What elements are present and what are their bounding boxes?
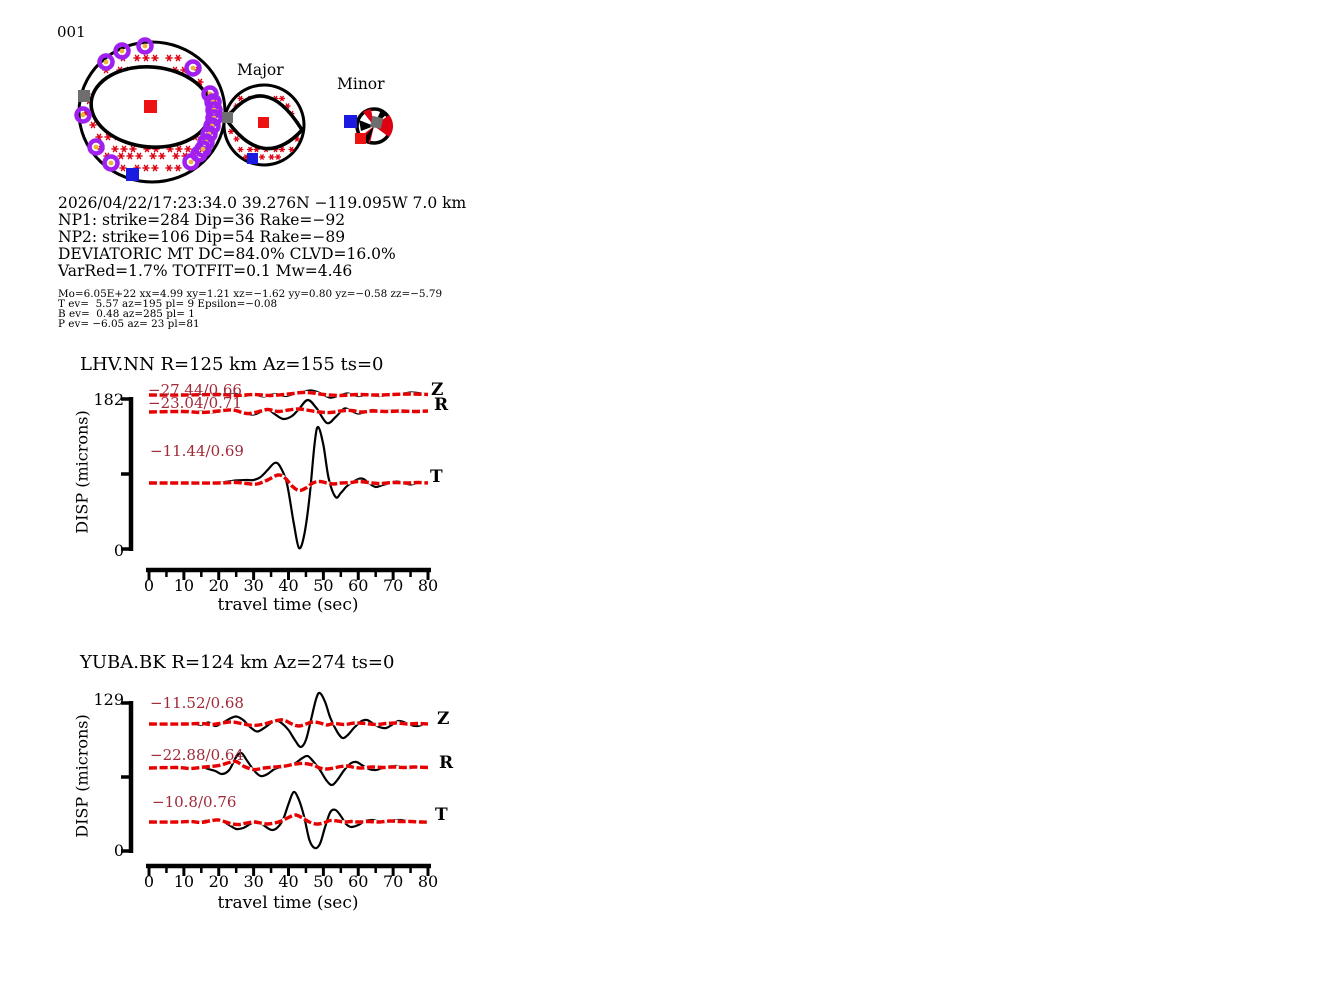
x-tick-label: 30: [243, 872, 264, 891]
event-origin-line: 2026/04/22/17:23:34.0 39.276N −119.095W …: [58, 194, 467, 212]
b-axis-marker-minor: [370, 115, 384, 129]
x-tick-label: 30: [243, 576, 264, 595]
x-tick-label: 40: [278, 576, 299, 595]
t-axis-marker: [126, 168, 139, 181]
t-axis-marker-major: [247, 153, 258, 164]
beachball-combined: [74, 37, 227, 184]
fit-annotation-1z: −27.44/0.66: [148, 381, 242, 399]
x-tick-label: 10: [173, 576, 195, 595]
component-label-2r: R: [439, 753, 454, 773]
t-axis-marker-minor: [344, 115, 357, 128]
fit-annotation-2t: −10.8/0.76: [152, 793, 237, 811]
x-tick-label: 40: [278, 872, 299, 891]
x-axis-label-2: travel time (sec): [217, 893, 359, 913]
x-tick-label: 50: [313, 576, 334, 595]
beachball-major: [222, 83, 306, 167]
figure-id: 001: [57, 23, 86, 41]
x-tick-label: 0: [143, 576, 155, 595]
x-tick-label: 10: [173, 872, 195, 891]
nodal-plane-1: NP1: strike=284 Dip=36 Rake=−92: [58, 211, 346, 229]
beachball-minor: [344, 107, 394, 145]
y-axis-label-1: DISP (microns): [72, 410, 92, 534]
p-axis-marker-major: [258, 117, 269, 128]
x-tick-label: 80: [417, 872, 439, 891]
fit-annotation-2r: −22.88/0.64: [150, 746, 244, 764]
p-axis-marker-minor: [355, 133, 366, 144]
observed-trace-Z: [148, 691, 429, 749]
y-axis-label-2: DISP (microns): [72, 714, 92, 838]
station-title-2: YUBA.BK R=124 km Az=274 ts=0: [80, 652, 395, 673]
component-label-1z: Z: [431, 380, 444, 400]
station-markers: [74, 37, 223, 172]
p-eigenvector: P ev= −6.05 az= 23 pl=81: [58, 318, 200, 330]
station-title-1: LHV.NN R=125 km Az=155 ts=0: [80, 354, 384, 375]
ytick-zero-2: 0: [113, 841, 124, 860]
x-tick-label: 80: [417, 576, 439, 595]
synthetic-trace-Z: [148, 718, 429, 728]
p-axis-marker: [144, 100, 157, 113]
synthetic-trace-R: [148, 407, 429, 416]
t-eigenvector: T ev= 5.57 az=195 pl= 9 Epsilon=−0.08: [58, 298, 278, 310]
b-axis-marker: [78, 90, 90, 102]
synthetic-trace-R: [148, 759, 429, 772]
x-tick-label: 20: [208, 576, 229, 595]
x-tick-label: 60: [348, 872, 369, 891]
moment-tensor-elements: Mo=6.05E+22 xx=4.99 xy=1.21 xz=−1.62 yy=…: [58, 288, 443, 300]
waveform-plots: [121, 389, 431, 876]
component-label-1t: T: [430, 467, 443, 487]
nodal-plane-2: NP2: strike=106 Dip=54 Rake=−89: [58, 228, 346, 246]
component-label-2t: T: [435, 805, 448, 825]
ytick-max-1: 182: [93, 390, 124, 409]
b-axis-marker-major: [222, 112, 233, 123]
x-tick-label: 70: [382, 872, 404, 891]
x-tick-label: 0: [143, 872, 155, 891]
component-label-1r: R: [434, 395, 449, 415]
ytick-zero-1: 0: [113, 541, 124, 560]
x-tick-label: 60: [348, 576, 369, 595]
minor-beachball-label: Minor: [337, 75, 385, 93]
fit-annotation-2z: −11.52/0.68: [150, 694, 244, 712]
deviatoric-mt-line: DEVIATORIC MT DC=84.0% CLVD=16.0%: [58, 245, 396, 263]
major-beachball-label: Major: [237, 61, 284, 79]
synthetic-trace-T: [148, 473, 429, 493]
x-tick-label: 20: [208, 872, 229, 891]
synthetic-trace-T: [148, 813, 429, 827]
ytick-max-2: 129: [93, 690, 124, 709]
fit-annotation-1r: −23.04/0.71: [148, 394, 242, 412]
x-tick-label: 50: [313, 872, 334, 891]
synthetic-trace-Z: [148, 390, 429, 398]
component-label-2z: Z: [437, 709, 450, 729]
b-eigenvector: B ev= 0.48 az=285 pl= 1: [58, 308, 195, 320]
fit-annotation-1t: −11.44/0.69: [150, 442, 244, 460]
x-axis-label-1: travel time (sec): [217, 595, 359, 615]
x-tick-label: 70: [382, 576, 404, 595]
varred-line: VarRed=1.7% TOTFIT=0.1 Mw=4.46: [58, 262, 353, 280]
